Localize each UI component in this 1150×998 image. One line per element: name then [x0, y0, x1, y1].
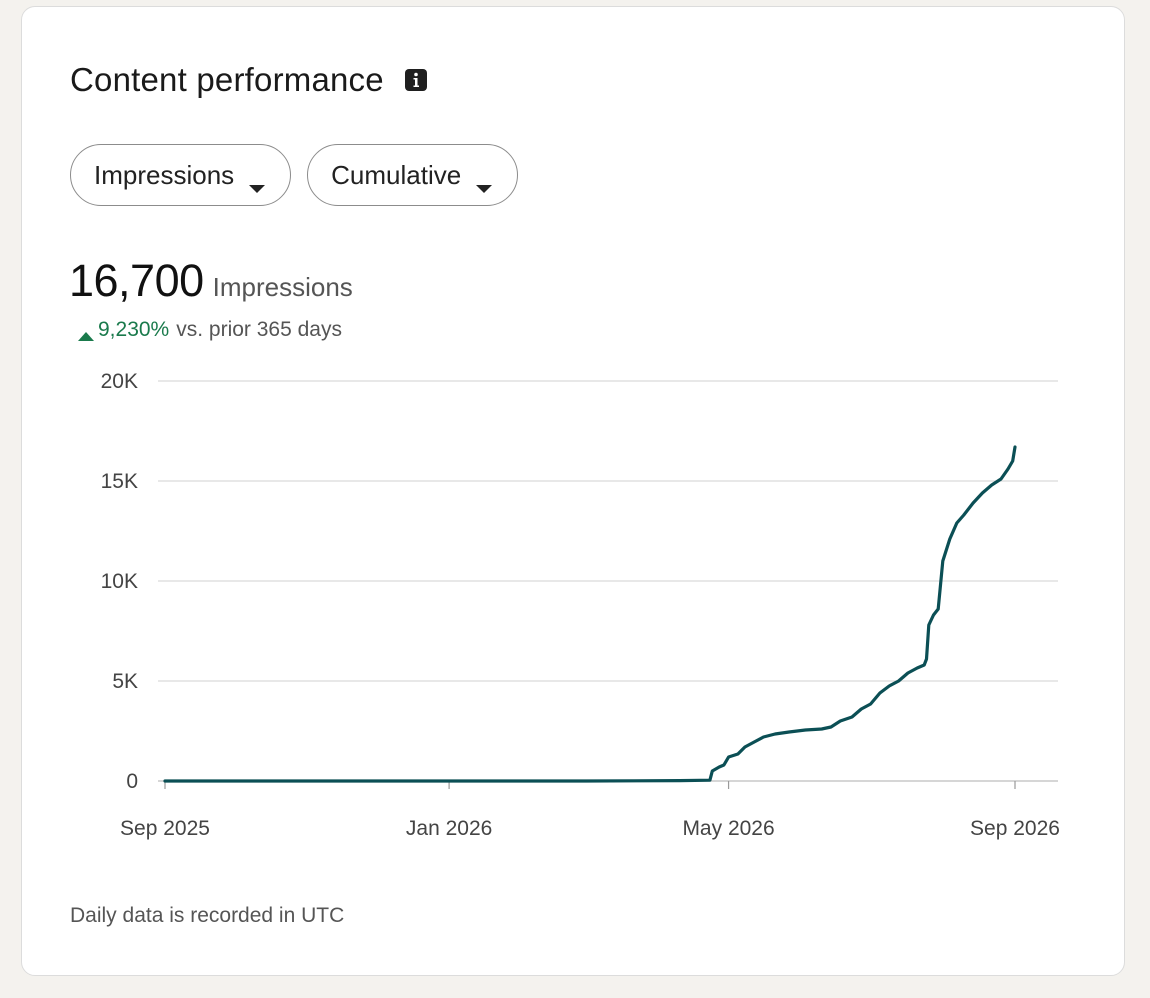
x-tick-label: Sep 2025: [120, 817, 210, 840]
impressions-series-line: [163, 445, 1017, 783]
summary-metric: 16,700 Impressions: [69, 255, 353, 307]
metric-unit: Impressions: [212, 272, 353, 302]
filter-dropdowns: Impressions Cumulative: [70, 144, 519, 206]
x-tick-label: May 2026: [682, 817, 774, 840]
change-label: vs. prior 365 days: [176, 318, 342, 341]
caret-down-icon: [248, 170, 266, 193]
footnote: Daily data is recorded in UTC: [70, 904, 345, 927]
y-tick-label: 5K: [112, 670, 138, 693]
change-indicator: 9,230% vs. prior 365 days: [77, 318, 342, 342]
caret-down-icon: [475, 170, 493, 193]
y-tick-label: 15K: [101, 470, 138, 493]
x-tick-label: Sep 2026: [970, 817, 1060, 840]
arrow-up-icon: [77, 324, 95, 341]
mode-dropdown-label: Cumulative: [331, 159, 462, 190]
y-tick-label: 0: [126, 770, 138, 793]
content-performance-card: Content performance Impressions Cumulati…: [21, 6, 1125, 976]
info-icon[interactable]: [404, 68, 428, 92]
mode-dropdown[interactable]: Cumulative: [307, 144, 519, 206]
metric-dropdown-label: Impressions: [94, 159, 235, 190]
y-tick-label: 20K: [101, 370, 138, 393]
metric-value: 16,700: [69, 255, 204, 306]
change-value: 9,230%: [98, 318, 170, 341]
impressions-line-chart: 0 5K 10K 15K 20K Sep 2025 Jan 2026 May 2026 Sep …: [101, 370, 1060, 840]
y-tick-label: 10K: [101, 570, 138, 593]
card-title: Content performance: [70, 61, 384, 98]
x-tick-label: Jan 2026: [406, 817, 492, 840]
metric-dropdown[interactable]: Impressions: [70, 144, 292, 206]
title-row: Content performance: [70, 61, 428, 99]
